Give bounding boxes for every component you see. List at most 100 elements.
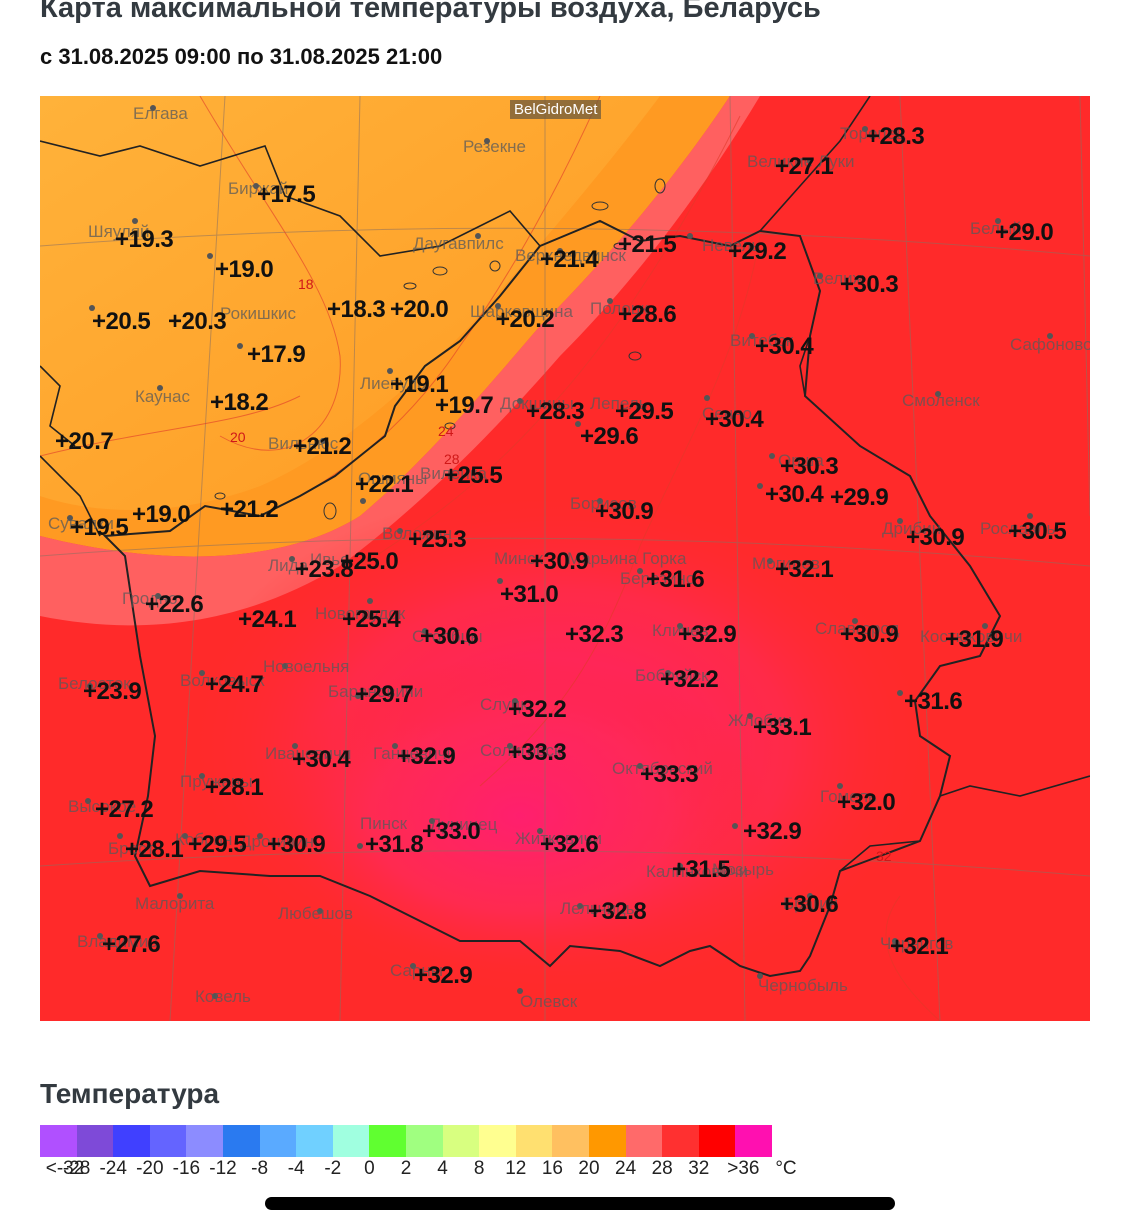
- legend-label: -2: [324, 1158, 342, 1179]
- isotherm-label: 18: [298, 276, 314, 292]
- city-label: Владимир: [77, 932, 158, 951]
- legend-label: -24: [99, 1158, 127, 1179]
- temperature-value: +19.0: [132, 501, 191, 528]
- city-label: Дрибин: [882, 519, 942, 538]
- legend-swatch: [332, 1125, 370, 1157]
- temperature-value: +32.8: [588, 898, 647, 925]
- temperature-value: +19.1: [390, 371, 449, 398]
- temperature-value: +31.8: [365, 831, 424, 858]
- temperature-value: +19.0: [215, 256, 274, 283]
- city-label: Малорита: [135, 894, 215, 913]
- legend-labels: <-32 -28 -24 -20 -16 -12 -8 -4 -2 0 2 4 8 12 16 20 24 28 3…: [40, 1158, 830, 1182]
- temperature-value: +21.4: [540, 246, 599, 273]
- city-label: Полоцк: [590, 299, 649, 318]
- city-label: Сенно: [702, 404, 752, 423]
- legend-swatch: [40, 1125, 77, 1157]
- city-label: Белосток: [58, 674, 131, 693]
- page-title: Карта максимальной температуры воздуха, …: [40, 0, 821, 24]
- legend-label: -20: [136, 1158, 164, 1179]
- city-label: Лида: [268, 556, 309, 575]
- legend-swatch: [735, 1125, 772, 1157]
- city-label: Дрогичин: [240, 832, 314, 851]
- temperature-value: +18.3: [327, 296, 386, 323]
- temperature-map[interactable]: BelGidroMet Елгава Резекне Торопец Великие …: [40, 96, 1090, 1021]
- temperature-value: +28.3: [526, 398, 585, 425]
- isotherm-label: 24: [438, 423, 454, 439]
- temperature-value: +30.9: [595, 498, 654, 525]
- legend-color-scale: [40, 1125, 772, 1157]
- city-label: Мозырь: [712, 860, 774, 879]
- city-label: Орша: [778, 451, 824, 470]
- city-label: Сафоново: [1010, 335, 1090, 354]
- city-label: Витебск: [730, 331, 794, 350]
- city-label: Новогрудок: [315, 604, 406, 623]
- temperature-value: +29.5: [615, 398, 674, 425]
- temperature-value: +19.3: [115, 226, 174, 253]
- city-label: Могилев: [752, 554, 820, 573]
- temperature-value: +30.4: [765, 481, 824, 508]
- city-label: Ивье: [310, 550, 350, 569]
- city-label: Новоельня: [263, 657, 350, 676]
- city-label: Столбцы: [412, 627, 483, 646]
- temperature-value: +32.9: [743, 818, 802, 845]
- city-label: Ошмяны: [358, 469, 428, 488]
- legend-label: -16: [172, 1158, 201, 1179]
- temperature-value: +20.0: [390, 296, 449, 323]
- temperature-value: +28.3: [866, 123, 925, 150]
- legend-label: 4: [437, 1158, 448, 1179]
- city-label: Верхнедвинск: [515, 246, 626, 265]
- city-label: Брагин: [783, 894, 839, 913]
- temperature-value: +17.9: [247, 341, 306, 368]
- city-label: Славгород: [815, 619, 900, 638]
- city-label: Рославль: [980, 519, 1056, 538]
- temperature-value: +21.5: [618, 231, 677, 258]
- legend-label: 24: [615, 1158, 637, 1179]
- city-label: Шарковщина: [470, 302, 573, 321]
- legend-swatch: [222, 1125, 260, 1157]
- legend-swatch: [113, 1125, 150, 1157]
- temperature-value: +32.9: [678, 621, 737, 648]
- legend-swatch: [479, 1125, 516, 1157]
- legend-title: Температура: [40, 1078, 220, 1109]
- temperature-value: +20.7: [55, 428, 114, 455]
- city-label: Волковыск: [180, 671, 265, 690]
- city-label: Октябрьский: [612, 759, 713, 778]
- legend-label: 0: [364, 1158, 375, 1179]
- temperature-value: +30.4: [755, 333, 814, 360]
- temperature-value: +32.1: [890, 933, 949, 960]
- temperature-value: +28.6: [618, 301, 677, 328]
- isotherm-label: 28: [444, 451, 460, 467]
- city-label: Даугавпилс: [413, 234, 504, 253]
- temperature-value: +32.9: [414, 962, 473, 989]
- temperature-value: +29.7: [355, 681, 414, 708]
- temperature-value: +32.6: [540, 831, 599, 858]
- temperature-value: +19.5: [70, 514, 129, 541]
- city-label: Кличев: [652, 621, 709, 640]
- temperature-value: +25.4: [342, 606, 401, 633]
- temperature-value: +28.1: [205, 774, 264, 801]
- city-label: Сувалки: [48, 514, 114, 533]
- legend-label: 16: [541, 1158, 563, 1179]
- legend-unit: °C: [775, 1158, 797, 1179]
- city-label: Бобруйск: [635, 666, 709, 685]
- temperature-value: +33.0: [422, 818, 481, 845]
- temperature-value: +23.8: [295, 556, 354, 583]
- temperature-value: +30.4: [705, 406, 764, 433]
- legend-label: 28: [651, 1158, 673, 1179]
- home-indicator[interactable]: [265, 1197, 895, 1210]
- city-label: Чернобыль: [758, 976, 848, 995]
- isotherm-label: 32: [876, 848, 892, 864]
- temperature-value: +29.0: [995, 219, 1054, 246]
- city-label: Чернигов: [880, 934, 954, 953]
- city-label: Кобрин: [175, 830, 233, 849]
- temperature-value: +30.9: [906, 524, 965, 551]
- temperature-value: +29.2: [728, 238, 787, 265]
- city-label: Резекне: [463, 137, 527, 156]
- temperature-value: +30.9: [267, 831, 326, 858]
- city-label: Биржай: [228, 179, 289, 198]
- temperature-value: +27.2: [95, 796, 154, 823]
- city-label: Велиж: [813, 269, 865, 288]
- temperature-value: +32.3: [565, 621, 624, 648]
- temperature-value: +25.0: [340, 548, 399, 575]
- city-label: Ивацевичи: [265, 744, 352, 763]
